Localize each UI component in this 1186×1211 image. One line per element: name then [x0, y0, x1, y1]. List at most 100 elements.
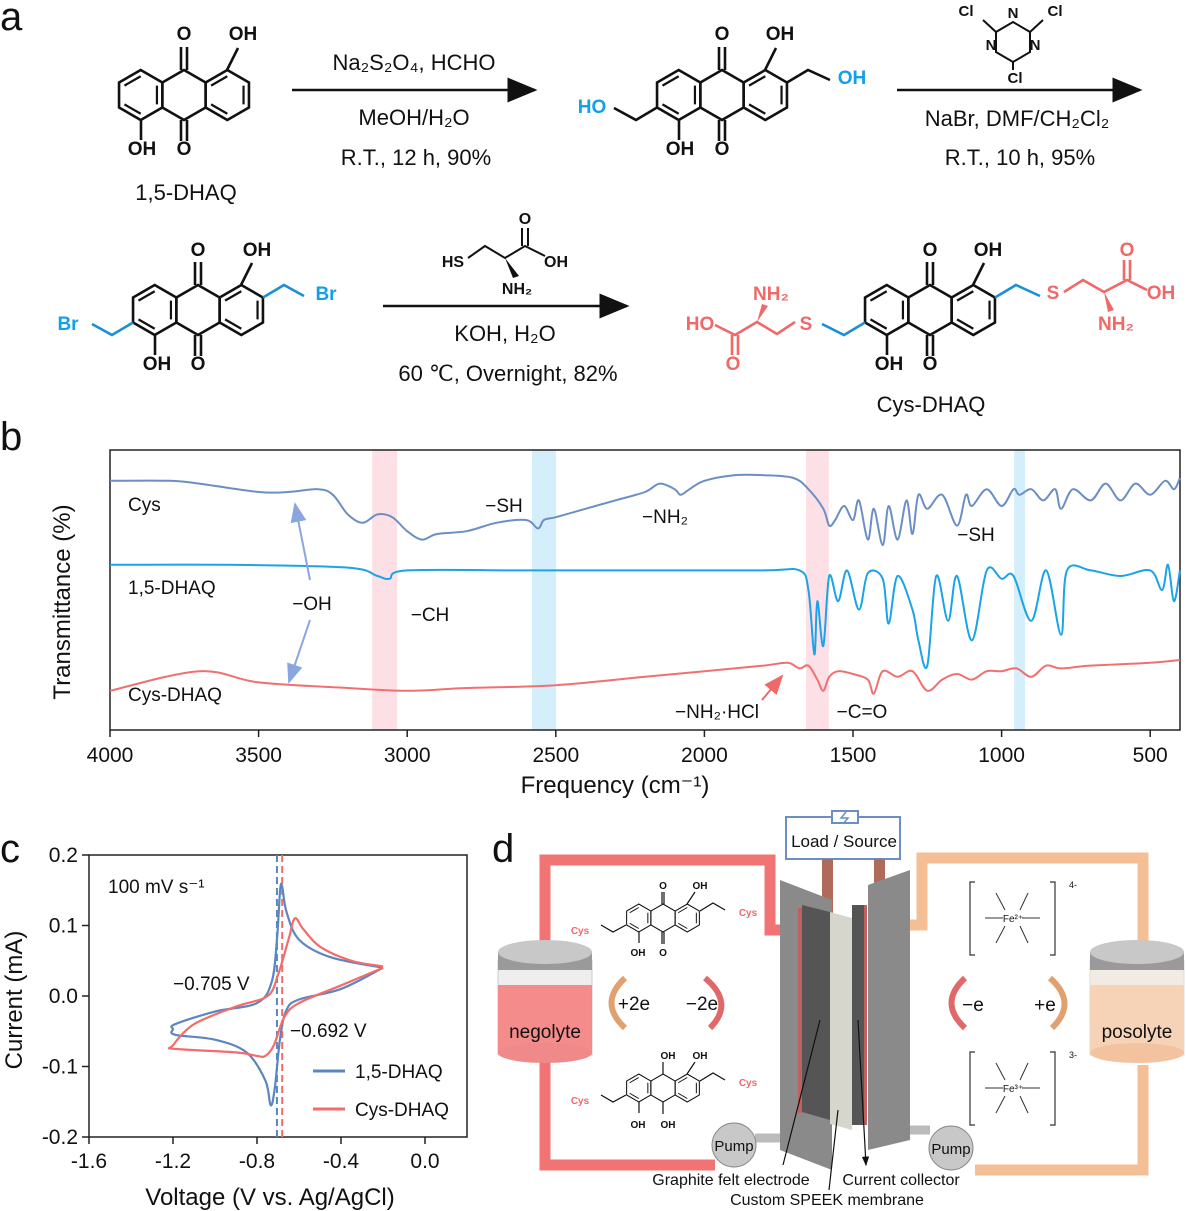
step2-reagents: NaBr, DMF/CH₂Cl₂	[925, 106, 1110, 131]
double-bond	[661, 75, 680, 87]
atom-OH: OH	[243, 240, 272, 261]
oxidation-arrow-icon	[948, 975, 968, 1031]
double-bond	[956, 318, 974, 330]
atom-O: O	[923, 240, 938, 261]
atom-OH-blue: OH	[838, 68, 867, 89]
negolyte-pipe-top	[539, 854, 790, 990]
ring	[626, 903, 652, 933]
ir-annotation: −C=O	[837, 702, 888, 723]
posolyte-pipe-top	[905, 852, 1149, 990]
double-bond	[224, 318, 242, 330]
charge-4-label: 4-	[1069, 880, 1077, 890]
cys-dhaq-reduced-structure: OH OH OH OH Cys Cys	[571, 1051, 758, 1131]
atom-Br: Br	[315, 284, 337, 305]
atom-OH: OH	[661, 1051, 676, 1062]
atom-OH: OH	[666, 139, 695, 160]
ring	[742, 68, 789, 122]
panel-label-b: b	[0, 415, 22, 459]
membrane-label: Custom SPEEK membrane	[730, 1192, 924, 1209]
double-bond	[677, 1092, 688, 1099]
compound-1-5-dhaq: O OH O OH 1,5-DHAQ	[117, 24, 258, 205]
y-tick-label: 0.2	[49, 844, 78, 867]
y-tick-label: 0.1	[49, 915, 78, 938]
atom-O: O	[177, 24, 192, 45]
ferrocyanide-complex: Fe²⁺ 4-	[969, 880, 1077, 956]
step2-conditions: R.T., 10 h, 95%	[945, 145, 1095, 170]
highlight-band	[806, 450, 829, 730]
double-bond	[677, 922, 688, 929]
fe3-label: Fe³⁺	[1003, 1084, 1023, 1095]
atom-NH2: NH₂	[1098, 314, 1134, 335]
battery-icon	[831, 810, 859, 825]
double-bond	[210, 103, 228, 115]
oh-arrow-down	[287, 619, 311, 684]
double-bond	[224, 290, 242, 302]
flow-battery-diagram: Load / Source negolyte posolyte	[497, 810, 1185, 1209]
double-bond	[748, 75, 766, 87]
ring	[950, 283, 997, 337]
y-tick-label: -0.1	[42, 1056, 78, 1079]
negolyte-label: negolyte	[509, 1022, 581, 1043]
cys-label: Cys	[739, 908, 758, 919]
step1-solvent: MeOH/H₂O	[358, 105, 469, 130]
ring	[907, 283, 953, 337]
double-bond	[123, 103, 142, 115]
cys-label: Cys	[739, 1078, 758, 1089]
ir-plot-frame	[109, 449, 1181, 731]
ir-series-cys-dhaq	[109, 659, 1181, 695]
atom-O: O	[923, 354, 938, 375]
ring	[218, 283, 265, 337]
atom-Cl: Cl	[1008, 70, 1023, 87]
charge-3-label: 3-	[1069, 1050, 1077, 1060]
atom-OH: OH	[143, 354, 172, 375]
ring	[674, 903, 700, 933]
atom-O: O	[191, 354, 206, 375]
ring	[674, 1073, 700, 1103]
caption-pointers	[782, 1019, 866, 1191]
panel-label-a: a	[0, 0, 23, 39]
series-label-cys-dhaq: Cys-DHAQ	[128, 685, 222, 706]
oh-arrow-up	[290, 502, 311, 581]
x-tick-label: 0.0	[410, 1150, 439, 1173]
ring	[626, 1073, 652, 1103]
atom-HO-blue: HO	[578, 97, 607, 118]
x-tick-label: 4000	[87, 744, 134, 767]
current-collector-label: Current collector	[842, 1172, 960, 1189]
ring	[175, 283, 221, 337]
ir-x-axis-title: Frequency (cm⁻¹)	[521, 772, 710, 799]
atom-OH: OH	[661, 1120, 676, 1131]
ir-annotation: −SH	[485, 496, 523, 517]
cv-x-axis-title: Voltage (V vs. Ag/AgCl)	[145, 1184, 394, 1211]
atom-NH2: NH₂	[502, 281, 532, 298]
graphite-felt-label: Graphite felt electrode	[652, 1172, 810, 1189]
ring	[204, 68, 251, 122]
atom-OH: OH	[693, 881, 708, 892]
double-bond	[629, 1092, 640, 1099]
fe2-label: Fe²⁺	[1003, 914, 1023, 925]
plus-2e-label: +2e	[618, 994, 650, 1015]
ir-series-cys	[109, 473, 1181, 547]
step3-conditions: 60 ℃, Overnight, 82%	[398, 361, 617, 386]
reaction-scheme: O OH O OH 1,5-DHAQ Na₂S₂O₄, HCHO MeOH/H₂…	[57, 3, 1175, 417]
y-tick-label: 0.0	[49, 985, 78, 1008]
double-bond	[956, 290, 974, 302]
atom-N: N	[1030, 37, 1041, 54]
atom-OH: OH	[631, 948, 646, 959]
atom-HO: HO	[686, 314, 715, 335]
posolyte-tank: posolyte	[1089, 940, 1185, 1063]
negative-terminal-tab	[822, 859, 833, 919]
posolyte-pipe-bottom	[975, 1065, 1149, 1176]
cv-y-axis-title: Current (mA)	[1, 931, 28, 1070]
atom-OH: OH	[229, 24, 258, 45]
atom-Cl: Cl	[959, 3, 974, 20]
graphite-felt-electrode	[802, 905, 830, 1120]
atom-O: O	[659, 948, 667, 959]
compound-3-bis-bromomethyl: O OH O OH Br Br	[57, 240, 337, 375]
plus-e-label: +e	[1034, 995, 1056, 1016]
ir-annotation: −NH₂·HCl	[675, 702, 759, 723]
atom-Cl: Cl	[1048, 3, 1063, 20]
nh2hcl-arrow	[761, 674, 784, 701]
atom-S: S	[800, 314, 813, 335]
double-bond	[210, 75, 228, 87]
double-bond	[677, 1077, 688, 1084]
